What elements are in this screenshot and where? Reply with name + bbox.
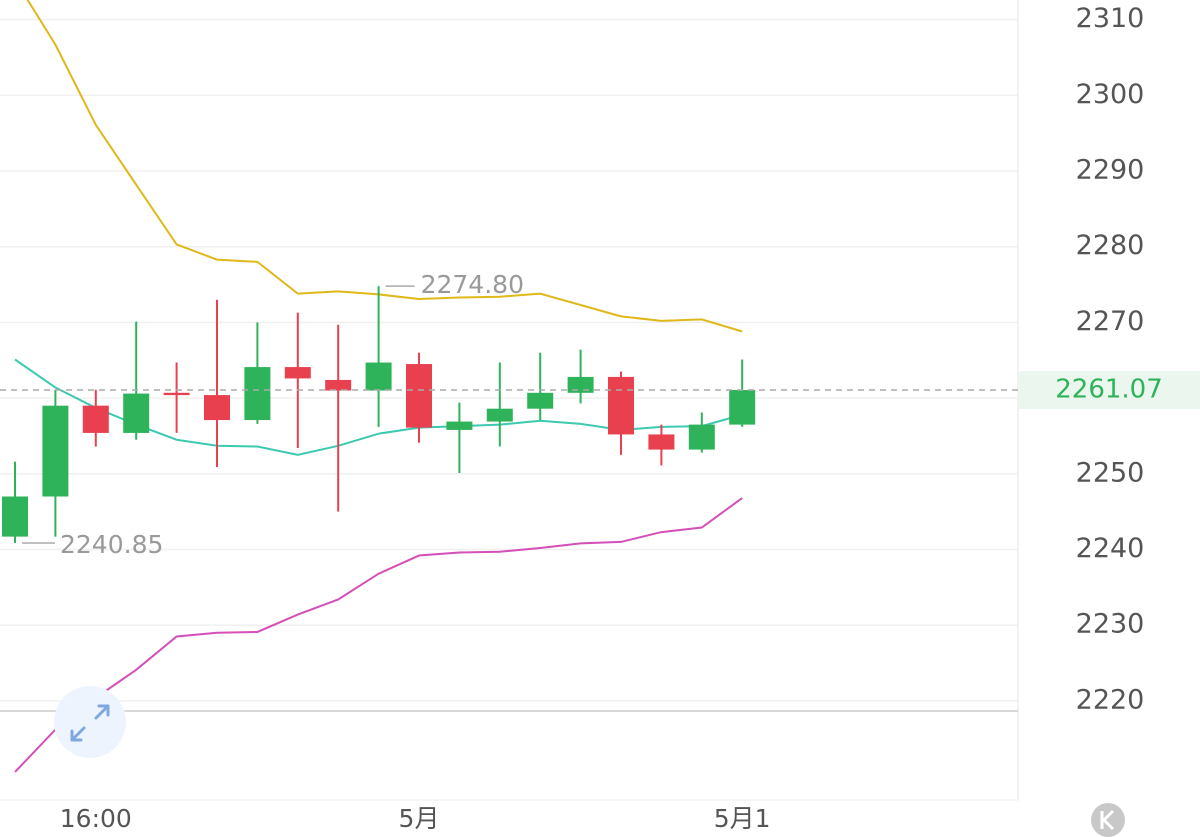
y-tick-label: 2230	[1076, 609, 1145, 640]
band-line	[14, 497, 743, 773]
candle-body	[406, 364, 432, 428]
high-label: 2274.80	[421, 270, 524, 299]
band-line	[26, 0, 743, 333]
candle-body	[567, 376, 594, 393]
y-tick-label: 2240	[1076, 533, 1145, 564]
candle-body	[486, 408, 513, 422]
x-tick-label: 16:00	[60, 804, 132, 833]
candle-body	[608, 376, 634, 435]
y-tick-label: 2270	[1076, 306, 1145, 337]
candle-body	[42, 405, 69, 497]
candle-body	[163, 392, 190, 396]
x-tick-label: 5月1	[714, 804, 771, 833]
last-price-box	[1018, 371, 1200, 410]
candle-body	[688, 424, 715, 450]
y-tick-label: 2280	[1076, 230, 1145, 261]
candle-body	[2, 496, 28, 537]
expand-button[interactable]	[54, 686, 126, 758]
k-button[interactable]	[1091, 803, 1125, 837]
plot	[2, 0, 756, 773]
candle-body	[325, 379, 352, 391]
y-tick-label: 2250	[1076, 457, 1145, 488]
low-label: 2240.85	[60, 530, 163, 559]
grid	[0, 18, 1018, 702]
y-tick-label: 2310	[1076, 3, 1145, 34]
candle-body	[527, 392, 554, 409]
candle-body	[446, 421, 473, 430]
x-tick-label: 5月	[399, 804, 440, 833]
candle-body	[648, 434, 675, 450]
candle-body	[365, 362, 392, 391]
candle-body	[82, 405, 109, 433]
last-price-label: 2261.07	[1055, 375, 1163, 405]
y-tick-label: 2220	[1076, 684, 1145, 715]
candle-body	[204, 395, 230, 421]
candle-body	[284, 367, 311, 379]
y-tick-label: 2290	[1076, 155, 1145, 186]
candle-body	[244, 367, 271, 421]
candle-body	[123, 393, 150, 433]
candle-body	[729, 390, 756, 425]
y-tick-label: 2300	[1076, 79, 1145, 110]
